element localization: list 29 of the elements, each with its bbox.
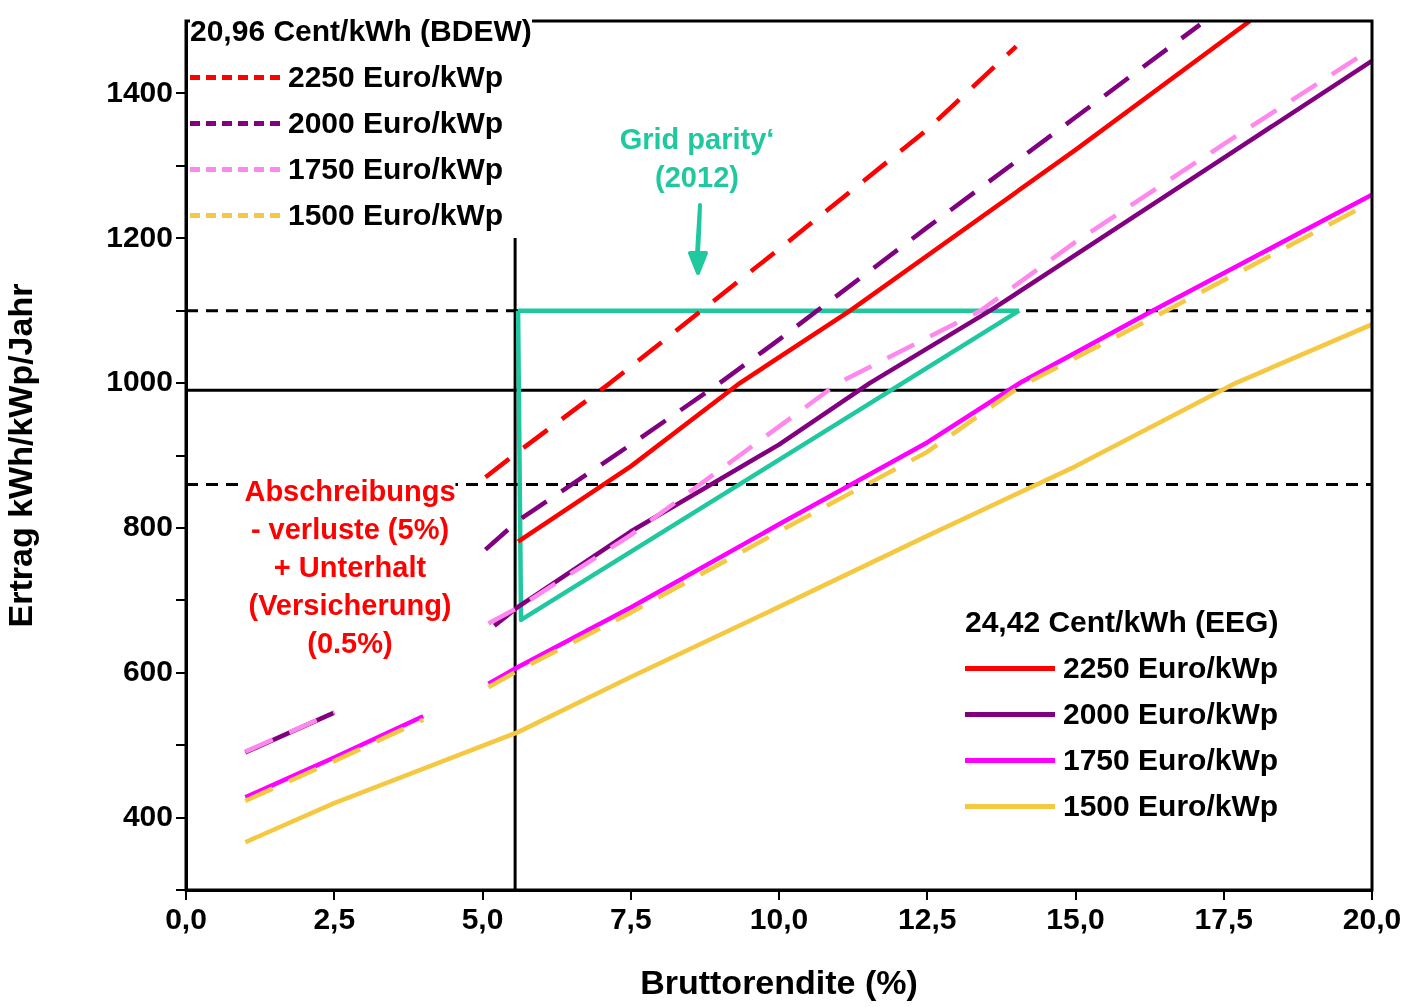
y-tick-label: 1000 <box>106 364 173 398</box>
x-tick-label: 5,0 <box>461 902 504 936</box>
y-axis-title: Ertrag kWh/kWp/Jahr <box>0 283 39 628</box>
y-tick-label: 1400 <box>106 74 173 108</box>
x-tick-label: 0,0 <box>165 902 207 936</box>
x-tick-label: 17,5 <box>1194 902 1253 936</box>
annotation: 24,42 Cent/kWh (EEG) <box>965 605 1279 639</box>
x-tick-label: 2,5 <box>313 902 356 936</box>
y-tick-label: 1200 <box>106 219 173 253</box>
legend-label: 2250 Euro/kWp <box>288 60 504 94</box>
legend-label: 2000 Euro/kWp <box>1063 697 1279 731</box>
legend-label: 2000 Euro/kWp <box>288 106 504 140</box>
legend-label: 1750 Euro/kWp <box>1063 743 1279 777</box>
annotation: Grid parity‘ (2012) <box>619 120 775 196</box>
annotation: Abschreibungs - verluste (5%) + Unterhalt (Versicherung) (0.5%) <box>244 472 456 662</box>
x-axis-title: Bruttorendite (%) <box>640 962 918 1001</box>
annotation: 20,96 Cent/kWh (BDEW) <box>190 14 532 48</box>
x-tick-label: 15,0 <box>1046 902 1105 936</box>
y-tick-label: 600 <box>122 654 173 688</box>
x-tick-label: 12,5 <box>898 902 957 936</box>
x-tick-label: 7,5 <box>609 902 652 936</box>
legend-label: 1750 Euro/kWp <box>288 152 504 186</box>
legend-label: 2250 Euro/kWp <box>1063 651 1279 685</box>
x-tick-label: 10,0 <box>749 902 809 936</box>
legend-label: 1500 Euro/kWp <box>1063 789 1279 823</box>
y-tick-label: 400 <box>122 798 173 832</box>
legend-label: 1500 Euro/kWp <box>288 198 504 232</box>
x-tick-label: 20,0 <box>1342 902 1402 936</box>
y-tick-label: 800 <box>122 509 173 543</box>
